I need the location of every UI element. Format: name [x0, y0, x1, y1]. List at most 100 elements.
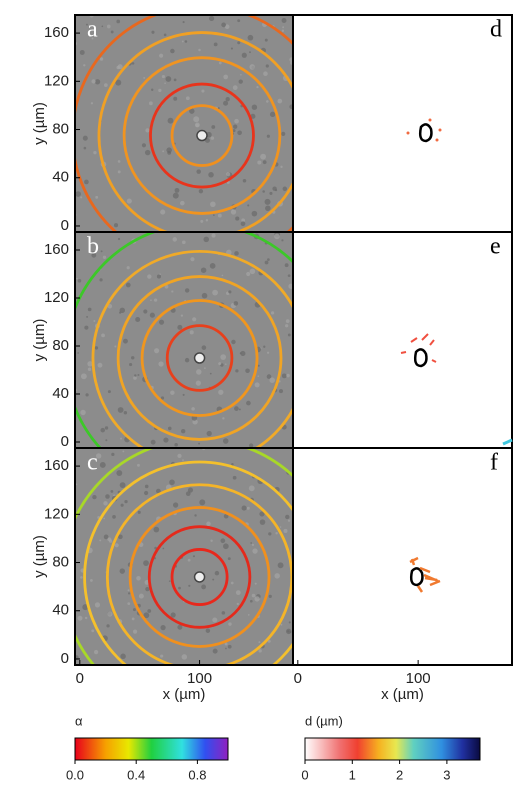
speck	[240, 221, 246, 227]
speck	[275, 532, 278, 535]
speck	[227, 644, 232, 649]
contour	[91, 250, 293, 448]
speck	[281, 131, 286, 136]
speck	[241, 505, 247, 511]
speck	[249, 51, 251, 54]
speck	[89, 579, 93, 582]
speck	[104, 83, 108, 87]
speck	[230, 209, 237, 215]
speck	[169, 479, 175, 486]
speck	[171, 290, 174, 293]
speck	[189, 330, 194, 335]
speck	[79, 50, 85, 55]
speck	[118, 534, 123, 540]
speck	[218, 61, 222, 65]
speck	[172, 502, 179, 508]
speck	[130, 356, 135, 360]
speck	[158, 361, 164, 367]
object-outline	[409, 567, 424, 587]
speck	[218, 389, 224, 395]
speck	[266, 351, 270, 354]
speck	[99, 278, 103, 282]
colorbar-tick-label: 0.8	[188, 767, 206, 782]
speck	[80, 576, 83, 579]
speck	[138, 593, 144, 599]
speck	[254, 596, 260, 602]
panel-letter: f	[490, 450, 498, 476]
y-tick-label: 40	[52, 169, 69, 186]
panel	[293, 15, 512, 232]
speck	[86, 315, 89, 318]
speck	[238, 408, 241, 411]
speck	[103, 534, 109, 540]
speck	[248, 485, 255, 492]
speck	[225, 647, 227, 650]
speck	[150, 439, 156, 445]
speck	[221, 274, 224, 277]
speck	[234, 251, 239, 256]
speck	[80, 409, 86, 416]
speck	[75, 191, 81, 197]
speck	[135, 317, 141, 323]
speck	[240, 73, 242, 76]
speck	[148, 101, 153, 106]
colorbar-tick-label: 0.0	[66, 767, 84, 782]
speck	[222, 438, 229, 444]
speck	[80, 196, 83, 199]
speck	[256, 85, 259, 89]
speck	[95, 195, 99, 199]
contour	[97, 31, 293, 232]
speck	[137, 463, 140, 467]
speck	[150, 88, 154, 92]
speck	[287, 333, 291, 337]
cell	[196, 129, 208, 142]
speck	[241, 218, 246, 223]
speck	[220, 354, 227, 360]
panel	[75, 448, 293, 665]
cell	[193, 352, 206, 364]
speck	[160, 396, 165, 400]
y-tick-label: 80	[52, 553, 69, 570]
speck	[77, 352, 79, 354]
speck	[99, 539, 102, 542]
speck	[131, 617, 135, 621]
speck	[264, 198, 271, 205]
speck	[77, 615, 83, 621]
speck	[281, 29, 285, 32]
speck	[84, 325, 89, 330]
speck	[223, 513, 229, 519]
speck	[232, 85, 238, 91]
speck	[269, 111, 276, 118]
speck	[285, 514, 290, 520]
speck	[134, 374, 137, 377]
speck	[200, 219, 204, 223]
speck	[180, 314, 184, 317]
x-tick-label: 100	[187, 670, 212, 687]
speck	[235, 590, 241, 596]
speck	[193, 116, 200, 123]
speck	[218, 362, 222, 366]
speck	[201, 345, 207, 350]
speck	[167, 117, 174, 124]
speck	[277, 562, 284, 569]
speck	[181, 654, 188, 660]
speck	[182, 393, 185, 396]
speck	[120, 437, 123, 440]
speck	[249, 443, 254, 448]
speck	[280, 165, 283, 169]
speck	[101, 25, 104, 28]
speck	[265, 205, 271, 212]
speck	[102, 255, 107, 259]
speck	[110, 30, 114, 34]
speck	[117, 237, 121, 241]
speck	[166, 147, 172, 153]
speck	[178, 586, 181, 590]
speck	[162, 547, 165, 550]
speck	[277, 98, 283, 104]
contour	[122, 56, 282, 215]
speck	[136, 575, 141, 581]
speck	[163, 33, 167, 37]
micrograph	[75, 15, 293, 232]
speck	[205, 219, 209, 222]
speck	[263, 345, 266, 348]
